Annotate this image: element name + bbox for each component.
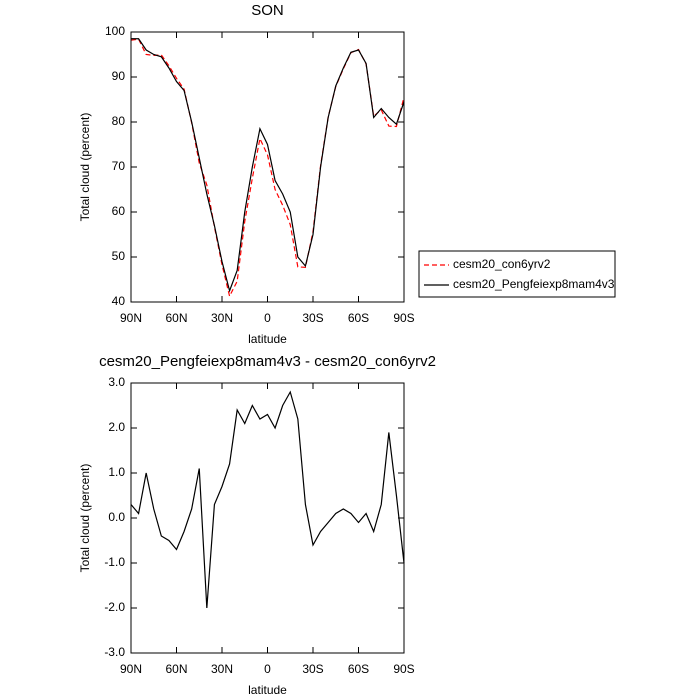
x-tick-label: 90S	[393, 311, 414, 325]
y-tick-label: 3.0	[108, 375, 125, 389]
x-tick-label: 90S	[393, 662, 414, 676]
x-tick-label: 60N	[165, 311, 187, 325]
y-tick-label: 100	[105, 24, 125, 38]
y-tick-label: 0.0	[108, 510, 125, 524]
chart-title: cesm20_Pengfeiexp8mam4v3 - cesm20_con6yr…	[99, 353, 436, 370]
x-tick-label: 30S	[302, 662, 323, 676]
y-tick-label: 40	[112, 294, 126, 308]
x-tick-label: 60S	[348, 311, 369, 325]
y-tick-label: -2.0	[104, 600, 125, 614]
plot-frame	[130, 31, 405, 303]
x-tick-label: 90N	[120, 662, 142, 676]
y-tick-label: 50	[112, 249, 126, 263]
x-tick-label: 60S	[348, 662, 369, 676]
x-tick-label: 90N	[120, 311, 142, 325]
series-line	[131, 38, 405, 293]
y-tick-label: 70	[112, 159, 126, 173]
x-tick-label: 30N	[211, 662, 233, 676]
series-line	[130, 390, 405, 609]
legend-label: cesm20_Pengfeiexp8mam4v3	[453, 277, 615, 291]
x-tick-label: 0	[264, 311, 271, 325]
y-tick-label: -1.0	[104, 555, 125, 569]
y-axis-label: Total cloud (percent)	[78, 464, 92, 573]
y-tick-label: 60	[112, 204, 126, 218]
x-tick-label: 30S	[302, 311, 323, 325]
x-tick-label: 0	[264, 662, 271, 676]
y-tick-label: 2.0	[108, 420, 125, 434]
y-axis-label: Total cloud (percent)	[78, 113, 92, 222]
plot-frame	[130, 382, 405, 654]
y-tick-label: 80	[112, 114, 126, 128]
chart-title: SON	[251, 2, 284, 19]
legend-label: cesm20_con6yrv2	[453, 257, 551, 271]
y-tick-label: 90	[112, 69, 126, 83]
y-tick-label: 1.0	[108, 465, 125, 479]
y-tick-label: -3.0	[104, 645, 125, 659]
x-axis-label: latitude	[248, 332, 287, 346]
series-line	[130, 38, 405, 298]
x-axis-label: latitude	[248, 683, 287, 697]
x-tick-label: 60N	[165, 662, 187, 676]
x-tick-label: 30N	[211, 311, 233, 325]
legend-box	[418, 250, 616, 298]
